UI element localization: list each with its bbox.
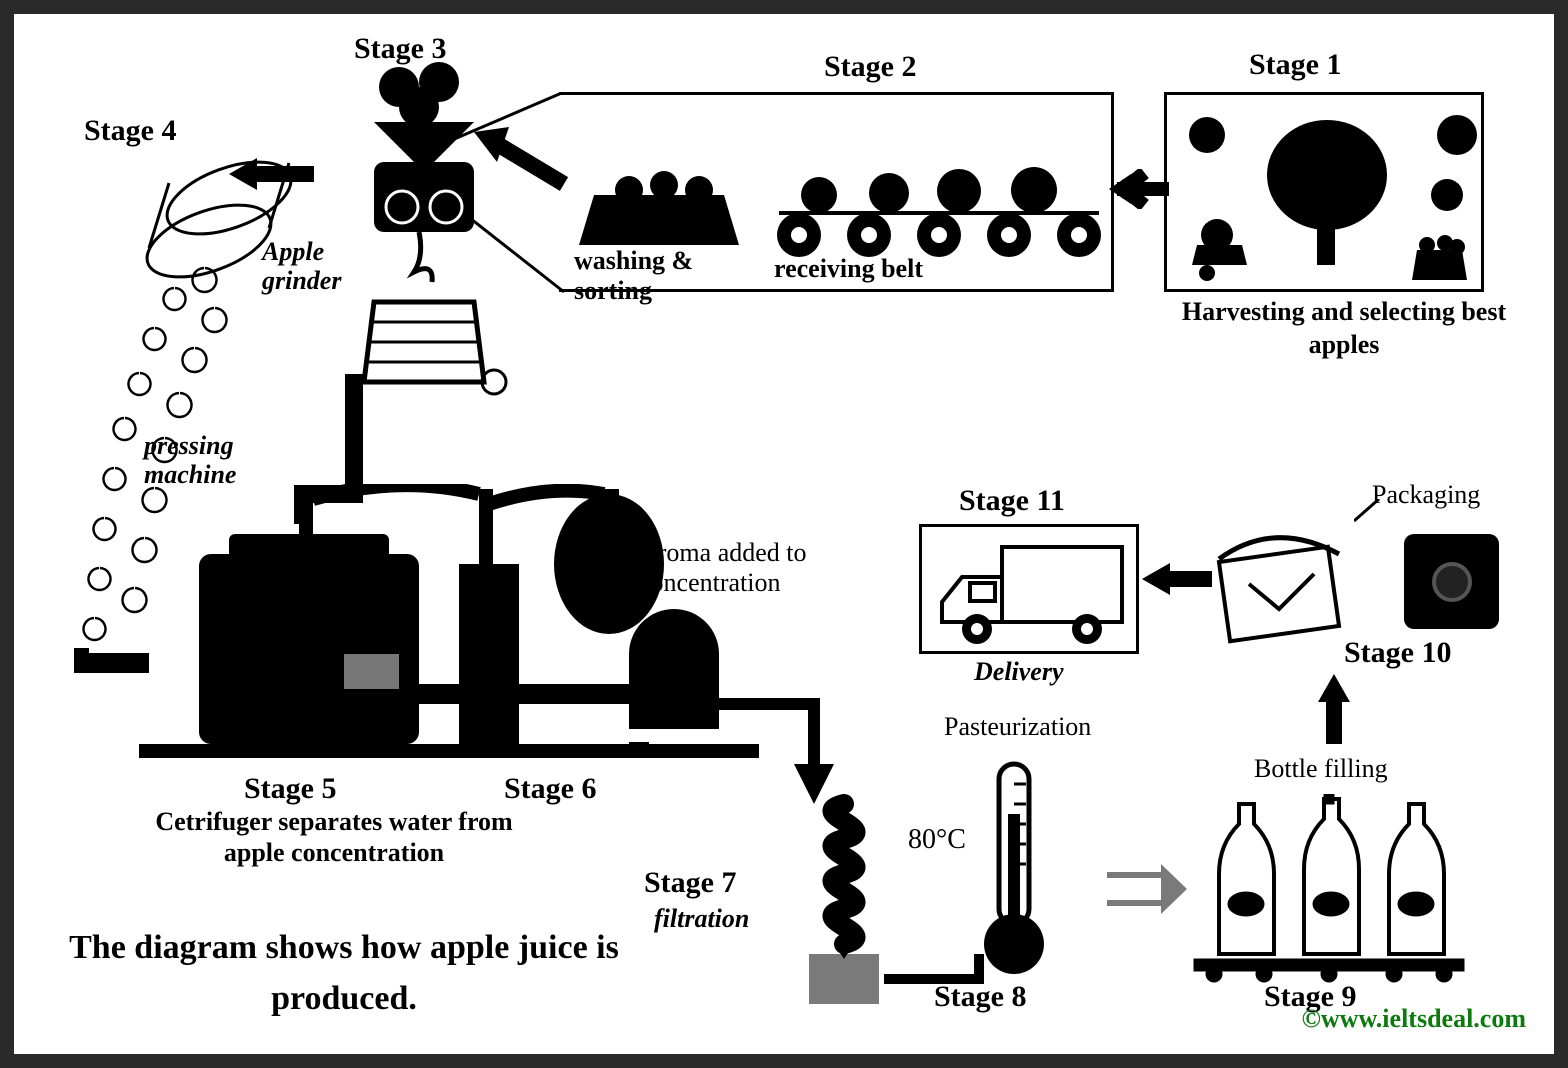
packaging-icon — [1204, 514, 1504, 644]
stage2-desc-a: washing & sorting — [574, 246, 714, 306]
arrow-9-to-10 — [1314, 674, 1354, 749]
stage1-desc: Harvesting and selecting best apples — [1169, 296, 1519, 361]
stage11-title: Stage 11 — [959, 484, 1065, 518]
stage2-title: Stage 2 — [824, 50, 917, 84]
stage5-desc: Cetrifuger separates water from apple co… — [144, 806, 524, 868]
stage4-desc: pressing machine — [144, 432, 274, 489]
credit-text: ©www.ieltsdeal.com — [1301, 1004, 1526, 1034]
stage11-desc: Delivery — [974, 657, 1064, 687]
arrow-1-to-2 — [1109, 169, 1169, 209]
stage8-title: Stage 8 — [934, 980, 1027, 1014]
bottles-icon — [1189, 794, 1469, 984]
stage7-desc: filtration — [654, 904, 749, 934]
stage6-desc: Aroma added to concentration — [639, 538, 869, 598]
stage1-title: Stage 1 — [1249, 48, 1342, 82]
harvest-icon — [1167, 95, 1487, 295]
diagram-caption: The diagram shows how apple juice is pro… — [64, 922, 624, 1024]
thermometer-icon — [964, 754, 1064, 984]
stage3-title: Stage 3 — [354, 32, 447, 66]
truck-icon-box — [919, 524, 1139, 654]
stage5-title: Stage 5 — [244, 772, 337, 806]
stage8-temp: 80°C — [908, 824, 966, 856]
arrow-8-to-9 — [1099, 864, 1189, 914]
arrow-10-to-11 — [1142, 559, 1217, 599]
arrow-3-to-4 — [229, 154, 319, 194]
machine-icon — [129, 484, 769, 774]
stage1-icon-box — [1164, 92, 1484, 292]
stage7-title: Stage 7 — [644, 866, 737, 900]
stage10-title: Stage 10 — [1344, 636, 1452, 670]
stage4-title: Stage 4 — [84, 114, 177, 148]
stage10-desc: Packaging — [1372, 480, 1480, 510]
packaging-leader-line — [1354, 499, 1384, 524]
stage2-desc-b: receiving belt — [774, 254, 923, 284]
stage9-desc: Bottle filling — [1254, 754, 1388, 784]
stage8-desc: Pasteurization — [944, 712, 1091, 742]
stage6-title: Stage 6 — [504, 772, 597, 806]
arrow-2-to-3 — [469, 124, 569, 194]
grinder-icon — [324, 62, 524, 402]
